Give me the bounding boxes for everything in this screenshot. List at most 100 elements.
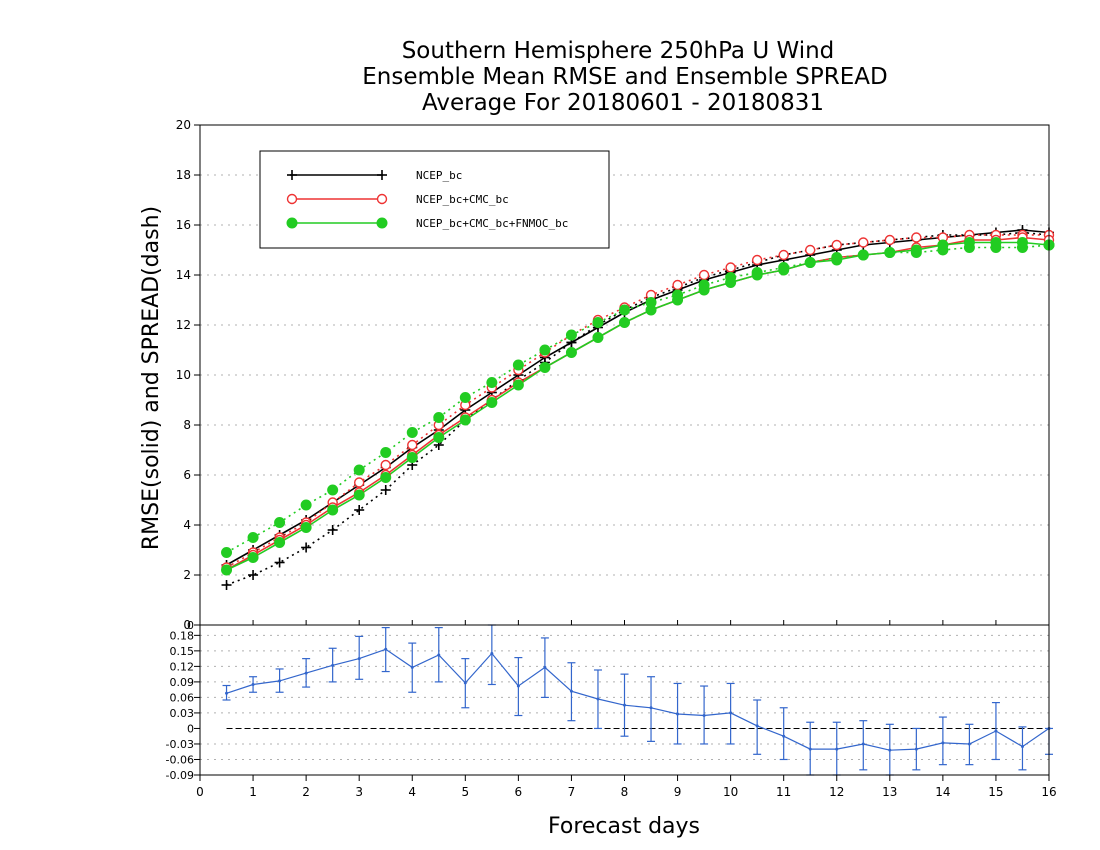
x-tick-label: 12 bbox=[829, 785, 844, 799]
ncep-bc-cmc-bc-fnmoc-bc-rmse-point bbox=[645, 304, 657, 316]
upper-series-group bbox=[221, 225, 1055, 590]
ncep-bc-cmc-bc-fnmoc-bc-rmse-point bbox=[353, 489, 365, 501]
ncep-bc-spread-point bbox=[248, 570, 259, 580]
error-bar bbox=[938, 716, 947, 766]
upper-y-tick-label: 6 bbox=[183, 468, 191, 482]
ncep-bc-cmc-bc-fnmoc-bc-rmse-point bbox=[990, 237, 1002, 248]
lower-y-tick-label: 0.15 bbox=[170, 645, 195, 658]
ncep-bc-cmc-bc-spread-point bbox=[725, 262, 736, 273]
ncep-bc-cmc-bc-fnmoc-bc-spread-point bbox=[433, 412, 445, 423]
upper-y-tick-label: 20 bbox=[176, 118, 191, 132]
legend-entry-ncep-bc-cmc-bc-fnmoc-bc: NCEP_bc+CMC_bc+FNMOC_bc bbox=[286, 217, 568, 230]
difference-point bbox=[516, 684, 520, 688]
ncep-bc-cmc-bc-fnmoc-bc-rmse-point bbox=[247, 552, 259, 563]
ncep-bc-spread-point bbox=[274, 557, 285, 568]
ncep-bc-cmc-bc-fnmoc-bc-rmse-point bbox=[406, 452, 418, 463]
legend-label: NCEP_bc+CMC_bc bbox=[416, 193, 509, 206]
ncep-bc-cmc-bc-spread-point bbox=[911, 232, 922, 243]
ncep-bc-cmc-bc-fnmoc-bc-spread-point bbox=[380, 447, 392, 458]
ncep-bc-cmc-bc-fnmoc-bc-rmse-point bbox=[274, 537, 286, 548]
upper-y-tick-label: 8 bbox=[183, 418, 191, 432]
x-tick-label: 6 bbox=[515, 785, 523, 799]
difference-point bbox=[1020, 745, 1024, 749]
ncep-bc-cmc-bc-fnmoc-bc-spread-line bbox=[226, 244, 1050, 554]
lower-y-tick-label: 0.18 bbox=[170, 629, 195, 642]
ncep-bc-cmc-bc-fnmoc-bc-rmse-point bbox=[539, 362, 551, 373]
ncep-bc-cmc-bc-fnmoc-bc-spread-point bbox=[300, 499, 312, 511]
difference-point bbox=[278, 679, 282, 683]
ncep-bc-cmc-bc-fnmoc-bc-spread-point bbox=[274, 517, 286, 528]
ncep-bc-cmc-bc-fnmoc-bc-rmse-point bbox=[910, 244, 922, 256]
ncep-bc-spread-point bbox=[221, 580, 232, 590]
lower-y-tick-label: -0.03 bbox=[166, 738, 194, 751]
ncep-bc-cmc-bc-fnmoc-bc-rmse-point bbox=[672, 294, 684, 306]
difference-point bbox=[914, 747, 918, 751]
difference-point bbox=[623, 703, 626, 707]
legend-marker-right bbox=[376, 193, 388, 205]
upper-y-tick-label: 0 bbox=[183, 618, 191, 632]
ncep-bc-cmc-bc-rmse-line bbox=[226, 236, 1050, 571]
ncep-bc-cmc-bc-fnmoc-bc-rmse-point bbox=[831, 254, 843, 266]
difference-line bbox=[226, 648, 1050, 751]
chart-title-line-3: Average For 20180601 - 20180831 bbox=[422, 90, 824, 116]
lower-series-group bbox=[222, 624, 1053, 776]
ncep-bc-cmc-bc-spread-point bbox=[353, 477, 365, 488]
x-tick-label: 14 bbox=[935, 785, 950, 799]
difference-point bbox=[463, 681, 467, 685]
ncep-bc-cmc-bc-fnmoc-bc-rmse-point bbox=[751, 269, 763, 281]
ncep-bc-cmc-bc-fnmoc-bc-rmse-point bbox=[698, 284, 710, 296]
ncep-bc-cmc-bc-fnmoc-bc-spread-point bbox=[406, 427, 418, 438]
ncep-bc-cmc-bc-fnmoc-bc-spread-point bbox=[327, 484, 339, 496]
chart-title-line-1: Southern Hemisphere 250hPa U Wind bbox=[402, 38, 835, 64]
ncep-bc-cmc-bc-fnmoc-bc-rmse-point bbox=[963, 237, 975, 248]
ncep-bc-cmc-bc-fnmoc-bc-spread-point bbox=[486, 377, 498, 388]
difference-point bbox=[994, 729, 998, 733]
legend-entry-ncep-bc-cmc-bc: NCEP_bc+CMC_bc bbox=[286, 193, 509, 206]
x-tick-label: 9 bbox=[674, 785, 682, 799]
difference-point bbox=[490, 651, 494, 655]
ncep-bc-cmc-bc-fnmoc-bc-spread-point bbox=[565, 329, 577, 341]
difference-point bbox=[702, 714, 706, 718]
x-tick-label: 1 bbox=[249, 785, 257, 799]
difference-point bbox=[888, 748, 892, 752]
ncep-bc-spread-point bbox=[380, 485, 391, 495]
difference-point bbox=[729, 711, 733, 715]
difference-point bbox=[941, 741, 945, 745]
difference-point bbox=[782, 734, 786, 738]
x-tick-label: 15 bbox=[988, 785, 1003, 799]
ncep-bc-cmc-bc-fnmoc-bc-rmse-point bbox=[857, 249, 869, 261]
ncep-bc-cmc-bc-fnmoc-bc-rmse-point bbox=[1016, 237, 1028, 248]
ncep-bc-cmc-bc-fnmoc-bc-rmse-point bbox=[884, 247, 896, 258]
x-tick-label: 2 bbox=[302, 785, 310, 799]
difference-point bbox=[543, 665, 547, 669]
ncep-bc-rmse-line bbox=[226, 229, 1050, 566]
legend-marker-left bbox=[287, 170, 297, 180]
difference-point bbox=[569, 689, 573, 693]
lower-y-tick-label: -0.06 bbox=[166, 753, 194, 766]
ncep-bc-cmc-bc-fnmoc-bc-rmse-point bbox=[380, 472, 392, 483]
ncep-bc-cmc-bc-spread-point bbox=[698, 269, 710, 281]
ncep-bc-cmc-bc-fnmoc-bc-rmse-line bbox=[226, 241, 1050, 571]
difference-point bbox=[384, 647, 388, 651]
upper-y-tick-label: 12 bbox=[176, 318, 191, 332]
legend-label: NCEP_bc bbox=[416, 169, 462, 182]
ncep-bc-cmc-bc-fnmoc-bc-spread-point bbox=[459, 392, 471, 403]
upper-y-tick-label: 14 bbox=[176, 268, 191, 282]
lower-y-axis: 0.18 0.15 0.12 0.09 0.06 0.03 0 -0.03 -0.06 -0.09… bbox=[166, 619, 200, 782]
ncep-bc-spread-point bbox=[354, 505, 365, 515]
ncep-bc-cmc-bc-fnmoc-bc-rmse-point bbox=[221, 564, 233, 576]
ncep-bc-cmc-bc-spread-point bbox=[831, 239, 842, 251]
x-tick-label: 16 bbox=[1041, 785, 1056, 799]
x-tick-label: 3 bbox=[355, 785, 363, 799]
legend-marker-right bbox=[376, 217, 388, 229]
ncep-bc-cmc-bc-fnmoc-bc-spread-point bbox=[247, 532, 259, 543]
difference-point bbox=[437, 653, 441, 657]
ncep-bc-spread-point bbox=[327, 525, 338, 535]
lower-y-tick-label: 0.12 bbox=[170, 660, 195, 673]
ncep-bc-cmc-bc-fnmoc-bc-rmse-point bbox=[725, 277, 737, 288]
error-bar bbox=[1018, 726, 1027, 771]
ncep-bc-cmc-bc-fnmoc-bc-rmse-point bbox=[327, 504, 339, 516]
ncep-bc-cmc-bc-fnmoc-bc-rmse-point bbox=[300, 522, 312, 533]
difference-point bbox=[835, 747, 839, 751]
